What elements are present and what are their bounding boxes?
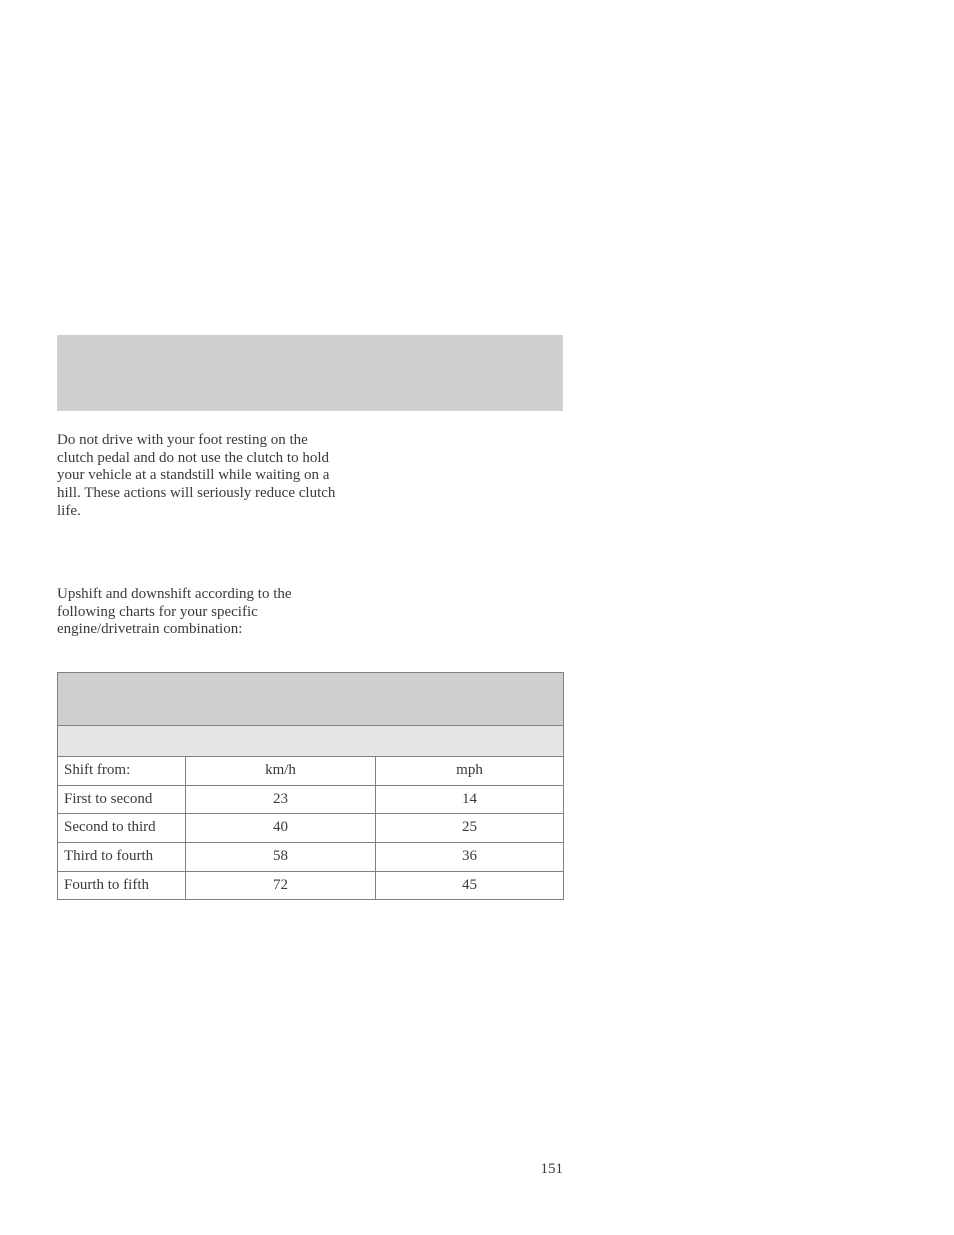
cell-kmh: 40: [186, 814, 376, 843]
cell-label: First to second: [58, 785, 186, 814]
table-title-row: [58, 673, 564, 726]
table-title: [58, 673, 564, 726]
cell-label: Third to fourth: [58, 843, 186, 872]
table-row: Fourth to fifth 72 45: [58, 871, 564, 900]
cell-kmh: 72: [186, 871, 376, 900]
cell-mph: 36: [376, 843, 564, 872]
shift-speed-table: Shift from: km/h mph First to second 23 …: [57, 672, 564, 900]
cell-mph: 25: [376, 814, 564, 843]
cell-mph: 45: [376, 871, 564, 900]
table-row: Third to fourth 58 36: [58, 843, 564, 872]
table-section: [58, 726, 564, 757]
cell-kmh: 58: [186, 843, 376, 872]
table-row: Second to third 40 25: [58, 814, 564, 843]
page: Do not drive with your foot resting on t…: [0, 0, 954, 1235]
table-header-row: Shift from: km/h mph: [58, 757, 564, 786]
col-header-shift-from: Shift from:: [58, 757, 186, 786]
paragraph-shift-intro: Upshift and downshift according to the f…: [57, 586, 342, 639]
col-header-mph: mph: [376, 757, 564, 786]
cell-kmh: 23: [186, 785, 376, 814]
cell-label: Fourth to fifth: [58, 871, 186, 900]
cell-mph: 14: [376, 785, 564, 814]
paragraph-clutch-warning: Do not drive with your foot resting on t…: [57, 432, 342, 520]
cell-label: Second to third: [58, 814, 186, 843]
page-number: 151: [541, 1161, 564, 1179]
table-row: First to second 23 14: [58, 785, 564, 814]
col-header-kmh: km/h: [186, 757, 376, 786]
table-section-row: [58, 726, 564, 757]
section-header-band: [57, 335, 563, 411]
